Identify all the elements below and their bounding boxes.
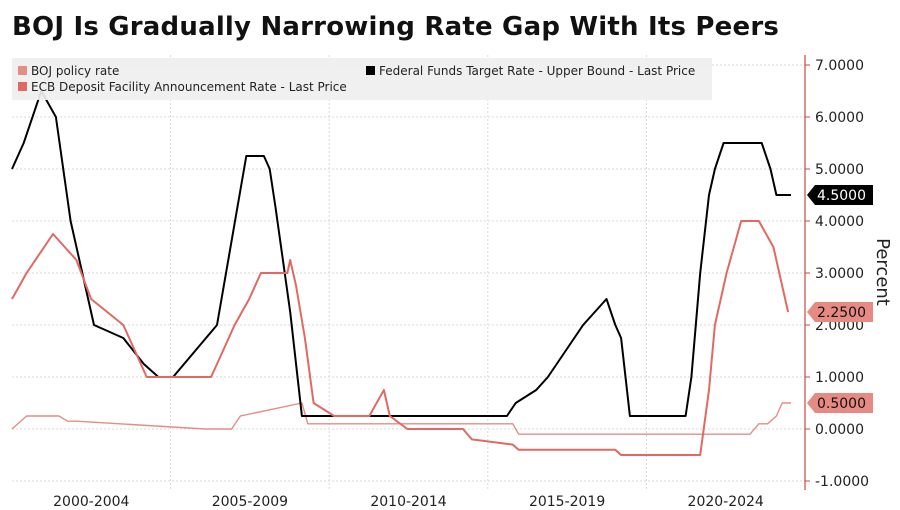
legend-swatch bbox=[366, 66, 375, 75]
legend-label: Federal Funds Target Rate - Upper Bound … bbox=[379, 64, 695, 78]
last-value-label: 4.5000 bbox=[817, 188, 866, 204]
x-tick-label: 2000-2004 bbox=[53, 494, 129, 510]
legend: BOJ policy rate Federal Funds Target Rate… bbox=[12, 58, 712, 100]
x-tick-label: 2010-2014 bbox=[370, 494, 446, 510]
legend-swatch bbox=[18, 82, 27, 91]
series-lines bbox=[11, 90, 791, 456]
y-tick-label: -1.0000 bbox=[815, 474, 869, 490]
y-axis-label: Percent bbox=[872, 238, 893, 306]
chart-title: BOJ Is Gradually Narrowing Rate Gap With… bbox=[12, 12, 780, 42]
y-tick-label: 3.0000 bbox=[815, 266, 864, 282]
y-tick-label: 5.0000 bbox=[815, 162, 864, 178]
last-value-tag bbox=[807, 302, 873, 322]
series-line-3 bbox=[11, 220, 790, 456]
series-line-1 bbox=[11, 402, 791, 435]
series-line-2 bbox=[11, 90, 791, 417]
y-tick-label: 7.0000 bbox=[815, 58, 864, 74]
y-tick-label: 0.0000 bbox=[815, 422, 864, 438]
y-tick-label: 1.0000 bbox=[815, 370, 864, 386]
y-tick-label: 4.0000 bbox=[815, 214, 864, 230]
legend-box bbox=[12, 58, 712, 100]
x-axis: 2000-2004 2005-2009 2010-2014 2015-2019 2020… bbox=[53, 494, 764, 510]
last-value-label: 2.2500 bbox=[817, 305, 866, 321]
grid-lines bbox=[12, 55, 806, 490]
x-tick-label: 2005-2009 bbox=[212, 494, 288, 510]
x-tick-label: 2020-2024 bbox=[688, 494, 764, 510]
y-tick-label: 6.0000 bbox=[815, 110, 864, 126]
last-value-tag bbox=[807, 185, 873, 205]
x-tick-label: 2015-2019 bbox=[529, 494, 605, 510]
last-value-tag bbox=[807, 393, 873, 413]
y-axis: 7.00006.00005.00004.00003.00002.00001.00… bbox=[805, 58, 893, 490]
last-value-markers: 0.5000 4.5000 2.2500 bbox=[807, 185, 873, 413]
legend-swatch bbox=[18, 66, 27, 75]
last-value-label: 0.5000 bbox=[817, 396, 866, 412]
legend-label: BOJ policy rate bbox=[31, 64, 119, 78]
legend-label: ECB Deposit Facility Announcement Rate -… bbox=[31, 80, 347, 94]
